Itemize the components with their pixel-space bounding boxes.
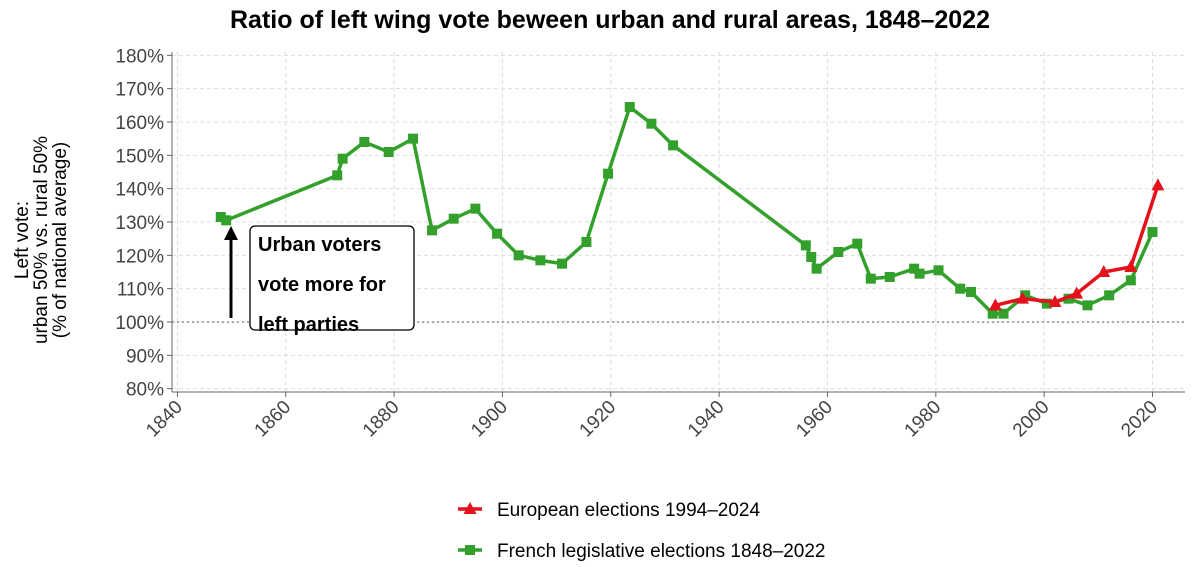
marker	[806, 252, 817, 262]
marker	[833, 247, 844, 257]
x-tick-label: 1880	[359, 397, 404, 442]
marker	[909, 263, 920, 274]
annotation: left parties	[258, 314, 359, 336]
x-tick-label: 1860	[251, 397, 296, 442]
marker	[337, 153, 348, 164]
marker	[1082, 300, 1093, 311]
y-tick-label: 150%	[115, 146, 164, 167]
annotation-box	[249, 225, 415, 331]
marker	[987, 308, 998, 319]
marker	[800, 240, 811, 251]
marker	[811, 263, 822, 274]
marker	[492, 228, 503, 239]
line	[219, 105, 1155, 316]
chart-title: Ratio of left wing vote beween urban and…	[230, 6, 990, 34]
y-tick-label: 80%	[126, 380, 164, 401]
x-tick-label: 1840	[142, 397, 187, 442]
marker	[383, 147, 394, 157]
marker	[1151, 178, 1165, 191]
y-tick-label: 110%	[117, 280, 164, 301]
marker	[470, 203, 481, 214]
annotation: Urban voters	[258, 234, 381, 256]
marker	[865, 273, 876, 284]
marker	[448, 213, 459, 224]
marker	[668, 140, 679, 151]
marker	[1015, 291, 1029, 304]
marker	[215, 212, 226, 222]
x-tick-label: 1980	[901, 397, 946, 442]
marker	[1104, 290, 1115, 301]
y-tick-label: 120%	[115, 246, 164, 267]
marker	[513, 250, 524, 261]
x-tick-label: 1940	[684, 397, 729, 442]
marker	[624, 102, 635, 112]
marker	[852, 238, 863, 249]
marker	[359, 137, 370, 147]
marker	[1147, 227, 1158, 237]
marker	[535, 255, 546, 266]
marker	[998, 308, 1009, 319]
marker	[955, 283, 966, 294]
y-axis-label: Left vote:	[12, 201, 33, 279]
x-tick-label: 1960	[792, 397, 837, 442]
marker	[557, 258, 568, 269]
marker	[408, 133, 419, 144]
y-tick-label: 160%	[115, 113, 164, 134]
y-tick-label: 170%	[115, 80, 164, 101]
marker	[1020, 290, 1031, 301]
legend-label: European elections 1994–2024	[497, 500, 760, 521]
y-axis-label: (% of national average)	[50, 142, 71, 338]
marker	[933, 265, 944, 276]
marker	[1041, 298, 1052, 309]
marker	[988, 298, 1002, 311]
y-tick-label: 130%	[115, 213, 164, 234]
marker	[884, 272, 895, 282]
marker	[1063, 293, 1074, 304]
marker	[1097, 265, 1111, 277]
marker	[221, 215, 232, 226]
marker	[1125, 275, 1136, 286]
arrow-head	[224, 226, 238, 240]
marker	[1124, 260, 1138, 272]
x-tick-label: 2020	[1117, 397, 1162, 442]
marker	[603, 168, 614, 179]
marker	[966, 287, 977, 297]
y-axis-label: urban 50% vs. rural 50%	[31, 136, 52, 344]
y-tick-label: 180%	[115, 46, 164, 67]
marker	[1048, 295, 1062, 307]
y-tick-label: 90%	[126, 346, 164, 367]
legend-marker	[465, 545, 475, 555]
x-tick-label: 1900	[467, 397, 512, 442]
marker	[427, 225, 438, 236]
x-tick-label: 2000	[1009, 397, 1054, 442]
marker	[332, 170, 343, 181]
y-tick-label: 140%	[115, 180, 164, 201]
x-tick-label: 1920	[576, 397, 621, 442]
marker	[914, 268, 925, 279]
marker	[1070, 286, 1084, 299]
annotation: vote more for	[258, 274, 386, 296]
legend-marker	[463, 502, 477, 514]
marker	[581, 237, 592, 247]
marker	[646, 118, 657, 129]
legend-label: French legislative elections 1848–2022	[497, 541, 826, 562]
y-tick-label: 100%	[115, 313, 164, 334]
